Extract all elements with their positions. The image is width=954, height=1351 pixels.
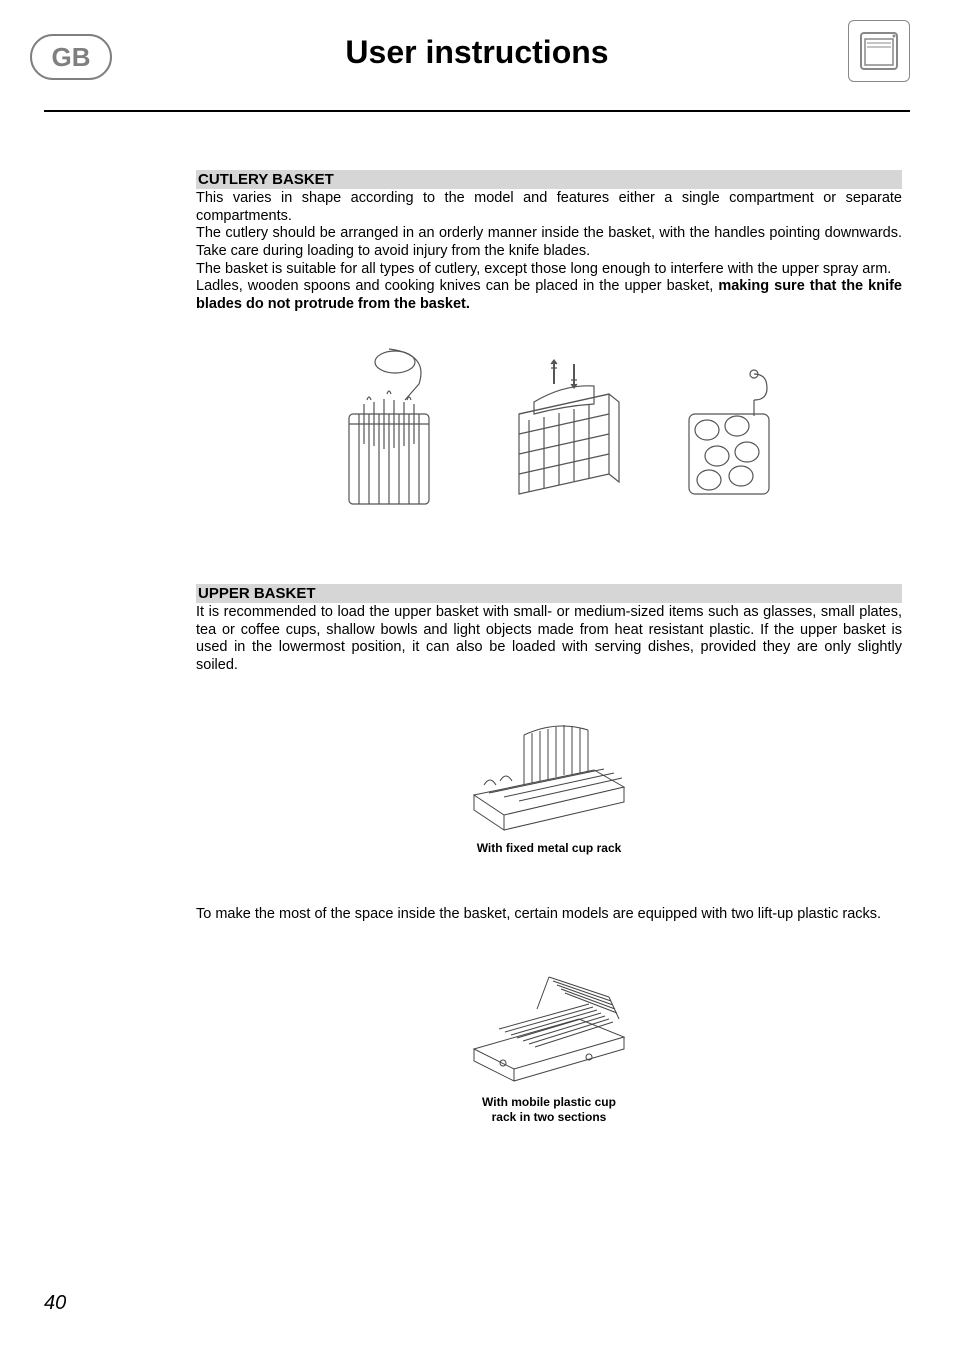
cutlery-basket-illustration-2 bbox=[499, 344, 629, 514]
upper-figure-2 bbox=[196, 959, 902, 1089]
page-number: 40 bbox=[44, 1292, 66, 1315]
upper-figure-1 bbox=[196, 715, 902, 835]
upper-caption-2: With mobile plastic cup rack in two sect… bbox=[196, 1095, 902, 1125]
upper-p2: To make the most of the space inside the… bbox=[196, 906, 902, 924]
cutlery-p4-text: Ladles, wooden spoons and cooking knives… bbox=[196, 278, 718, 294]
upper-basket-mobile-rack-illustration bbox=[459, 959, 639, 1089]
upper-basket-fixed-rack-illustration bbox=[464, 715, 634, 835]
section-title-upper: UPPER BASKET bbox=[196, 584, 902, 603]
content-area: CUTLERY BASKET This varies in shape acco… bbox=[196, 170, 902, 1125]
upper-caption-1: With fixed metal cup rack bbox=[196, 841, 902, 856]
dishwasher-icon bbox=[848, 20, 910, 82]
header-rule bbox=[44, 110, 910, 112]
cutlery-basket-illustration-1 bbox=[309, 344, 459, 514]
section-title-cutlery: CUTLERY BASKET bbox=[196, 170, 902, 189]
cutlery-basket-illustration-3 bbox=[669, 344, 789, 514]
upper-caption-2a: With mobile plastic cup bbox=[482, 1095, 616, 1109]
upper-p1: It is recommended to load the upper bask… bbox=[196, 604, 902, 675]
cutlery-p2: The cutlery should be arranged in an ord… bbox=[196, 225, 902, 260]
cutlery-figures bbox=[196, 344, 902, 514]
cutlery-p1: This varies in shape according to the mo… bbox=[196, 190, 902, 225]
cutlery-p3: The basket is suitable for all types of … bbox=[196, 261, 902, 279]
cutlery-p4: Ladles, wooden spoons and cooking knives… bbox=[196, 278, 902, 313]
page-title: User instructions bbox=[0, 34, 954, 71]
upper-caption-2b: rack in two sections bbox=[492, 1110, 607, 1124]
